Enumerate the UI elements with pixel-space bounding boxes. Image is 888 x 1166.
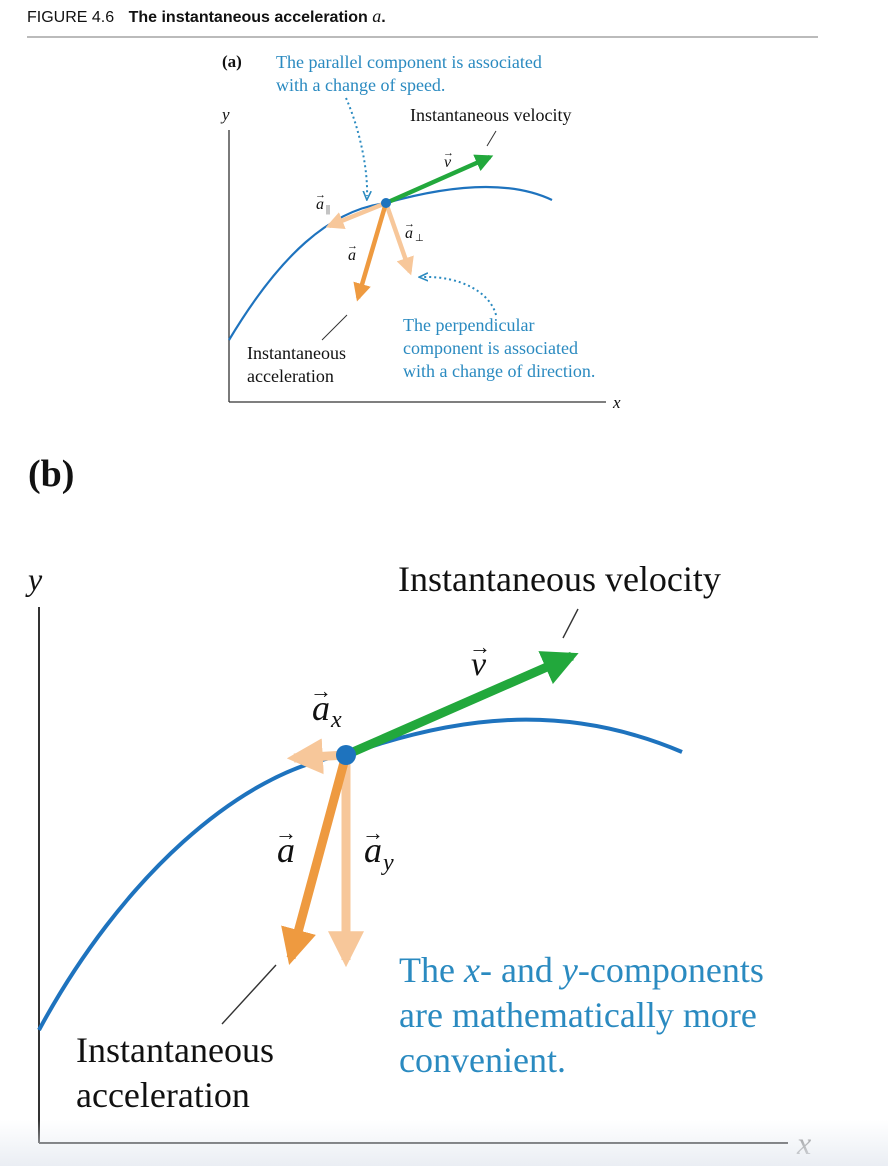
panel-a-a-perp-arrow [383,202,414,276]
panel-b-ax-accent: → [310,678,332,703]
panel-b-velocity-leader [562,608,579,639]
panel-b-ay-accent: → [362,820,384,845]
panel-b-velocity-arrow [344,651,579,760]
panel-a-parallel-pointer [345,97,367,196]
panel-b-a-label-group: a → [275,820,297,870]
panel-a-a-perp-accent: → [404,218,415,230]
panel-b-a-accent: → [275,820,297,845]
panel-a-label: (a) [222,52,242,71]
panel-a-note-perp-line1: The perpendicular [403,315,534,335]
panel-a-a-parallel-label: a [316,196,324,213]
panel-a-v-label-group: v → [443,147,454,171]
panel-a-v-arrow-accent: → [443,147,454,159]
panel-a-acceleration-leader [321,314,348,341]
panel-b: (b) Instantaneous velocity y x v → a [25,453,811,1161]
panel-b-note-run: -components [578,950,764,990]
panel-a-y-axis-label: y [220,105,230,124]
panel-b-note-run: y [559,950,578,990]
panel-a-a-perp-label-group: a → ⊥ [404,218,424,244]
panel-a-x-axis-label: x [612,393,621,412]
panel-a-velocity-leader [486,130,497,147]
panel-a-a-label: a [348,247,356,264]
panel-b-point [336,745,356,765]
figure-caption: FIGURE 4.6 The instantaneous acceleratio… [27,6,386,27]
panel-a-acceleration-caption-line2: acceleration [247,366,334,386]
panel-b-ay-label-group: a → y [362,820,394,876]
panel-a-a-parallel-subscript: || [326,204,330,215]
panel-a-v-label: v [444,154,452,171]
panel-a-acceleration-caption-line1: Instantaneous [247,343,346,363]
panel-b-y-axis-label: y [25,561,43,597]
panel-b-ax-label: a [312,688,330,728]
panel-a-note-perp-line3: with a change of direction. [403,361,595,381]
panel-a-velocity-caption: Instantaneous velocity [410,105,571,125]
panel-a: (a) The parallel component is associated… [220,52,621,412]
figure-title: The instantaneous acceleration [128,9,368,26]
panel-a-note-parallel-line2: with a change of speed. [276,75,445,95]
panel-a-perp-pointer [423,277,497,316]
panel-a-note-parallel-line1: The parallel component is associated [276,52,542,72]
panel-b-note-run: The [399,950,464,990]
panel-b-note-line3: convenient. [399,1040,566,1080]
panel-a-note-perp-line2: component is associated [403,338,578,358]
panel-b-acceleration-caption-line2: acceleration [76,1075,250,1115]
panel-b-note-line2: are mathematically more [399,995,757,1035]
panel-b-acceleration-caption-line1: Instantaneous [76,1030,274,1070]
panel-b-ax-label-group: a → x [310,678,342,733]
caption-period: . [381,9,386,26]
panel-b-acceleration-leader [221,964,277,1025]
panel-b-acceleration-arrow [281,753,351,965]
panel-a-a-accent: → [347,240,358,252]
panel-a-a-perp-label: a [405,225,413,242]
panel-b-x-axis-label: x [796,1125,811,1161]
panel-b-note-run: convenient. [399,1040,566,1080]
panel-b-velocity-caption: Instantaneous velocity [398,559,721,599]
panel-a-velocity-arrow [385,154,494,206]
panel-b-v-label-group: v → [469,634,491,683]
panel-b-a-label: a [277,830,295,870]
panel-b-ay-label: a [364,830,382,870]
panel-b-ax-subscript: x [330,707,342,733]
panel-b-note-run: x [463,950,480,990]
panel-a-a-parallel-accent: → [315,189,326,201]
figure-number: FIGURE 4.6 [27,9,115,26]
panel-b-label: (b) [28,453,74,495]
panel-b-note-run: - and [480,950,562,990]
panel-a-a-parallel-arrow [325,200,387,229]
panel-a-a-label-group: a → [347,240,358,264]
panel-a-a-parallel-label-group: a → || [315,189,330,215]
panel-b-note-run: are mathematically more [399,995,757,1035]
panel-b-note-line1: The x- and y-components [399,950,764,990]
panel-a-point [381,198,391,208]
panel-b-v-label: v [471,646,487,683]
panel-b-ay-subscript: y [381,850,394,876]
panel-a-acceleration-arrow [353,202,389,302]
caption-vector-symbol: a [372,6,382,26]
panel-a-a-perp-subscript: ⊥ [415,233,424,244]
panel-b-v-accent: → [469,634,491,659]
